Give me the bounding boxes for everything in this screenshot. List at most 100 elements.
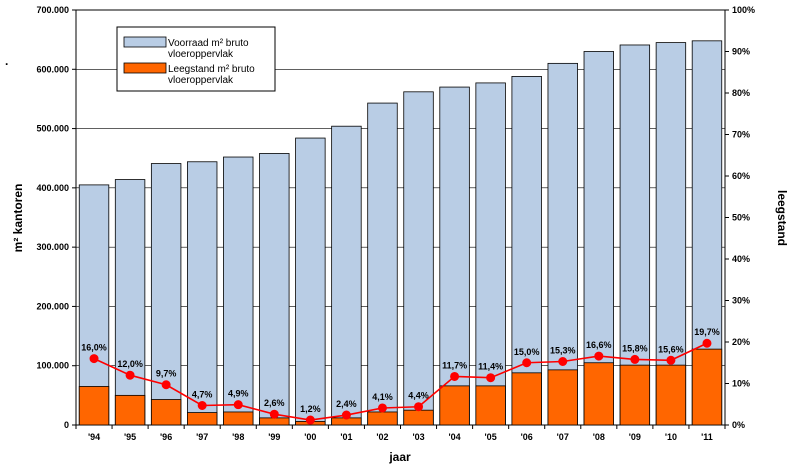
y2-tick-label: 60% [732,171,750,181]
bar-leegstand [547,369,578,426]
y2-tick-label: 30% [732,296,750,306]
x-tick-label: '09 [629,432,641,442]
x-tick-label: '05 [485,432,497,442]
bar-leegstand [78,386,110,426]
x-tick-label: '11 [701,432,713,442]
x-tick-label: '96 [160,432,172,442]
y2-tick-label: 40% [732,254,750,264]
vacancy-point [450,371,460,381]
vacancy-point [305,415,315,425]
bar-voorraad [403,91,434,426]
x-tick-label: '07 [557,432,569,442]
vacancy-point [233,400,243,410]
y-tick-label: 300.000 [36,242,69,252]
x-tick-label: '06 [521,432,533,442]
bar-leegstand [259,417,290,426]
vacancy-data-label: 4,7% [192,389,213,399]
y2-tick-label: 90% [732,47,750,57]
vacancy-point [414,402,424,412]
vacancy-data-label: 15,0% [514,347,540,357]
y-tick-label: 700.000 [36,5,69,15]
left-axis-ticks: 0 100.000 200.000 300.000 400.000 500.000 600.… [36,5,76,430]
vacancy-point [558,357,568,367]
vacancy-point [197,400,207,410]
legend-label-leegstand-1: Leegstand m² bruto [168,64,255,75]
x-axis-ticks: '94 '95 '96 '97 '98 '99 '00 '01 '02 '03 '04 '05 '06 '… [75,425,726,442]
vacancy-point [341,410,351,420]
legend-label-leegstand-2: vloeroppervlak [168,75,234,86]
bar-leegstand [367,411,398,426]
vacancy-data-label: 15,8% [622,343,648,353]
y2-tick-label: 0% [732,420,745,430]
bar-leegstand [619,364,651,426]
x-tick-label: '10 [665,432,677,442]
bar-voorraad [223,156,254,426]
vacancy-data-label: 4,4% [408,391,429,401]
bar-voorraad [295,137,326,426]
y2-tick-label: 50% [732,213,750,223]
x-tick-label: '01 [340,432,352,442]
vacancy-point [89,354,99,364]
y2-tick-label: 10% [732,379,750,389]
vacancy-data-label: 4,9% [228,389,249,399]
vacancy-point [630,354,640,364]
vacancy-point [594,351,604,361]
vacancy-point [486,373,496,383]
vacancy-point [522,358,532,368]
vacancy-data-label: 2,4% [336,399,357,409]
bar-voorraad [331,125,362,426]
vacancy-point [269,409,279,419]
y2-tick-label: 80% [732,88,750,98]
vacancy-line-path [93,342,708,421]
vacancy-data-label: 15,6% [658,344,684,354]
y-tick-label: 0 [64,420,69,430]
y2-tick-label: 70% [732,130,750,140]
y-tick-label: 100.000 [36,361,69,371]
bar-leegstand [150,399,182,426]
bar-leegstand [475,385,506,426]
bar-voorraad [187,161,218,426]
bar-leegstand [223,411,254,426]
vacancy-data-label: 11,4% [478,362,503,372]
x-tick-label: '99 [268,432,280,442]
vacancy-point [702,338,712,348]
vacancy-data-label: 1,2% [300,404,321,414]
y2-tick-label: 100% [732,5,755,15]
x-tick-label: '97 [196,432,208,442]
bar-leegstand [187,412,218,426]
x-tick-label: '00 [304,432,316,442]
vacancy-point [125,370,135,380]
x-axis-title: jaar [388,450,411,464]
vacancy-data-label: 12,0% [117,359,143,369]
y2-axis-title: leegstand [775,190,789,246]
side-mark: . [5,54,8,68]
vacancy-data-label: 2,6% [264,398,285,408]
vacancy-data-label: 11,7% [442,360,467,370]
bar-voorraad [259,153,290,426]
legend-swatch-leegstand [123,62,167,74]
legend-label-voorraad-2: vloeroppervlak [168,49,234,60]
vacancy-line [89,338,712,425]
vacancy-data-label: 19,7% [694,327,720,337]
data-labels: 16,0% 12,0% 9,7% 4,7% 4,9% 2,6% 1,2% 2,4% 4,1% 4,… [81,327,719,414]
bar-leegstand [691,348,723,426]
legend: Voorraad m² bruto vloeroppervlak Leegsta… [116,26,276,92]
vacancy-point [666,355,676,365]
y-tick-label: 500.000 [36,124,69,134]
vacancy-point [377,403,387,413]
vacancy-data-label: 16,6% [586,340,612,350]
vacancy-data-label: 4,1% [372,392,393,402]
bar-leegstand [439,385,470,426]
y-tick-label: 600.000 [36,64,69,74]
bars [78,40,723,426]
bar-leegstand [511,372,542,426]
y-axis-title: m² kantoren [11,184,25,253]
bar-voorraad [78,184,110,426]
bar-voorraad [367,102,398,426]
x-tick-label: '98 [232,432,244,442]
bar-leegstand [403,409,434,426]
y2-tick-label: 20% [732,337,750,347]
y-tick-label: 200.000 [36,301,69,311]
right-axis-ticks: 0% 10% 20% 30% 40% 50% 60% 70% 80% 90% 100% [725,5,755,430]
